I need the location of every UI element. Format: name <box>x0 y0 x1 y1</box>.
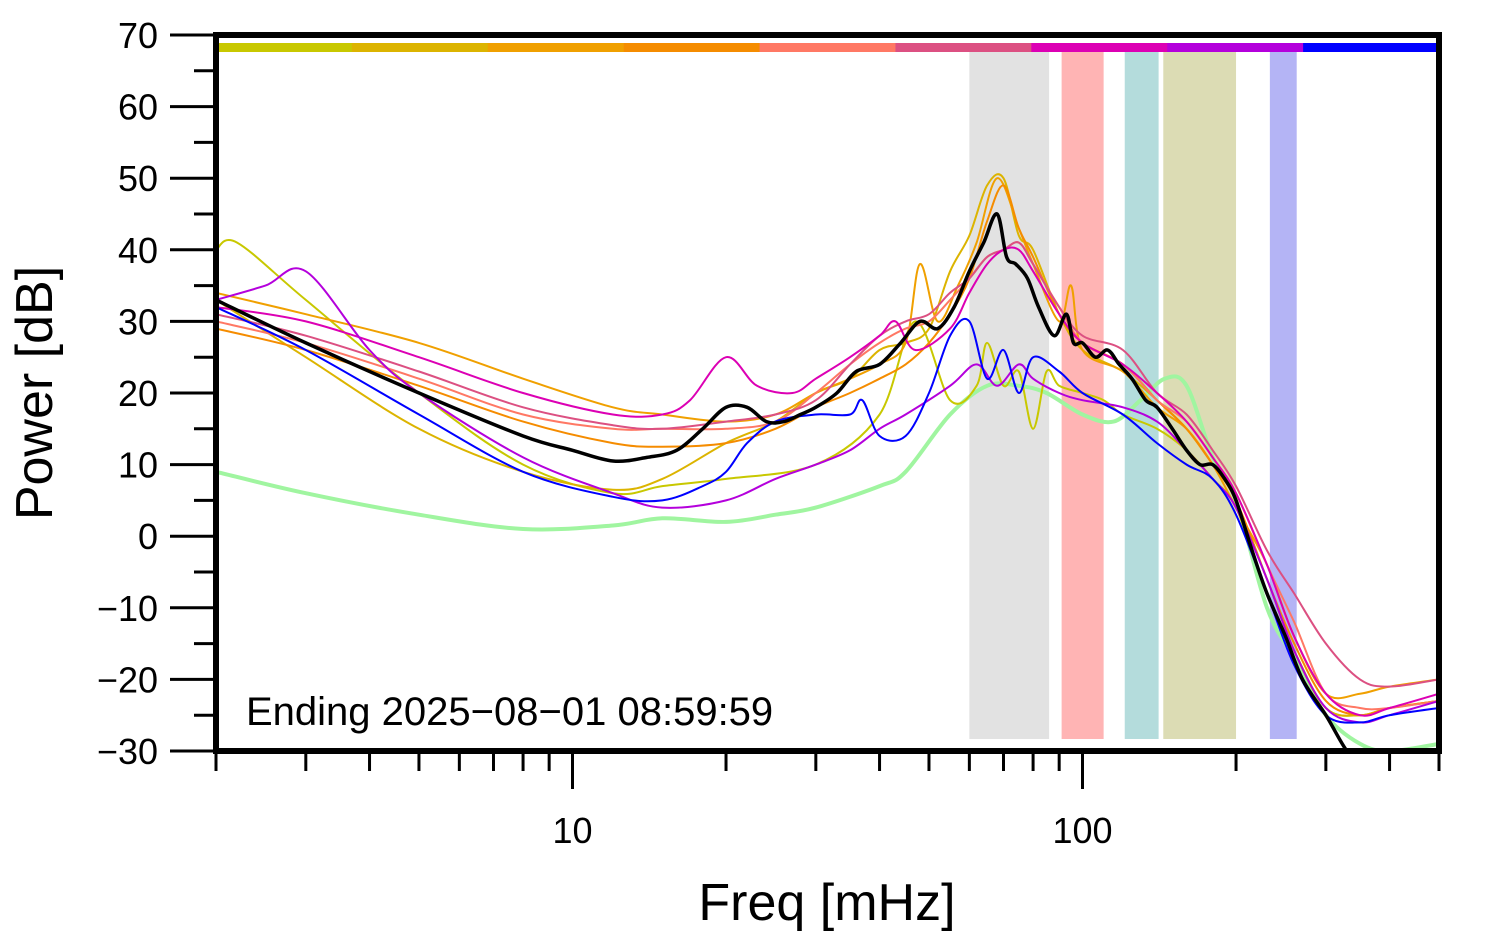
top-bar-segment-2 <box>487 43 625 52</box>
frequency-bands <box>969 52 1297 739</box>
series-line-10 <box>216 212 1350 751</box>
y-tick-label: 0 <box>138 516 158 557</box>
x-tick-label: 10 <box>552 810 592 851</box>
y-axis: −30 −20 −10 0 10 20 30 40 50 60 70 <box>97 15 216 772</box>
y-tick-label: 60 <box>118 87 158 128</box>
top-bar-segment-3 <box>623 43 761 52</box>
top-bar-segment-0 <box>216 43 353 52</box>
spectrum-series <box>216 173 1439 751</box>
y-tick-label: −30 <box>97 731 158 772</box>
y-tick-label: −10 <box>97 588 158 629</box>
plot-frame <box>213 32 1442 754</box>
top-bar-segment-8 <box>1303 43 1440 52</box>
y-tick-label: 40 <box>118 230 158 271</box>
top-bar-segment-1 <box>351 43 489 52</box>
x-tick-label: 100 <box>1052 810 1112 851</box>
series-line-4 <box>216 184 1439 717</box>
series-line-0 <box>216 374 1439 751</box>
top-bar-segment-4 <box>759 43 896 52</box>
top-color-bar <box>216 43 1440 52</box>
series-line-6 <box>216 241 1439 688</box>
series-line-1 <box>216 239 1439 717</box>
top-bar-segment-6 <box>1031 43 1168 52</box>
series-line-3 <box>216 177 1439 700</box>
y-tick-label: 10 <box>118 445 158 486</box>
y-tick-label: 50 <box>118 158 158 199</box>
y-tick-label: 70 <box>118 15 158 56</box>
top-bar-segment-7 <box>1167 43 1304 52</box>
y-tick-label: 20 <box>118 373 158 414</box>
top-bar-segment-5 <box>895 43 1032 52</box>
x-axis-title: Freq [mHz] <box>698 874 955 932</box>
series-line-2 <box>216 173 1439 717</box>
y-axis-title: Power [dB] <box>6 266 64 520</box>
series-line-8 <box>216 267 1439 724</box>
series-line-9 <box>216 306 1439 724</box>
series-line-7 <box>216 246 1439 717</box>
series-line-5 <box>216 241 1439 711</box>
x-axis: 10 100 <box>214 751 1441 851</box>
band-3 <box>1163 52 1237 739</box>
y-tick-label: 30 <box>118 301 158 342</box>
y-tick-label: −20 <box>97 659 158 700</box>
ending-timestamp-annotation: Ending 2025−08−01 08:59:59 <box>246 690 773 734</box>
band-0 <box>969 52 1050 739</box>
